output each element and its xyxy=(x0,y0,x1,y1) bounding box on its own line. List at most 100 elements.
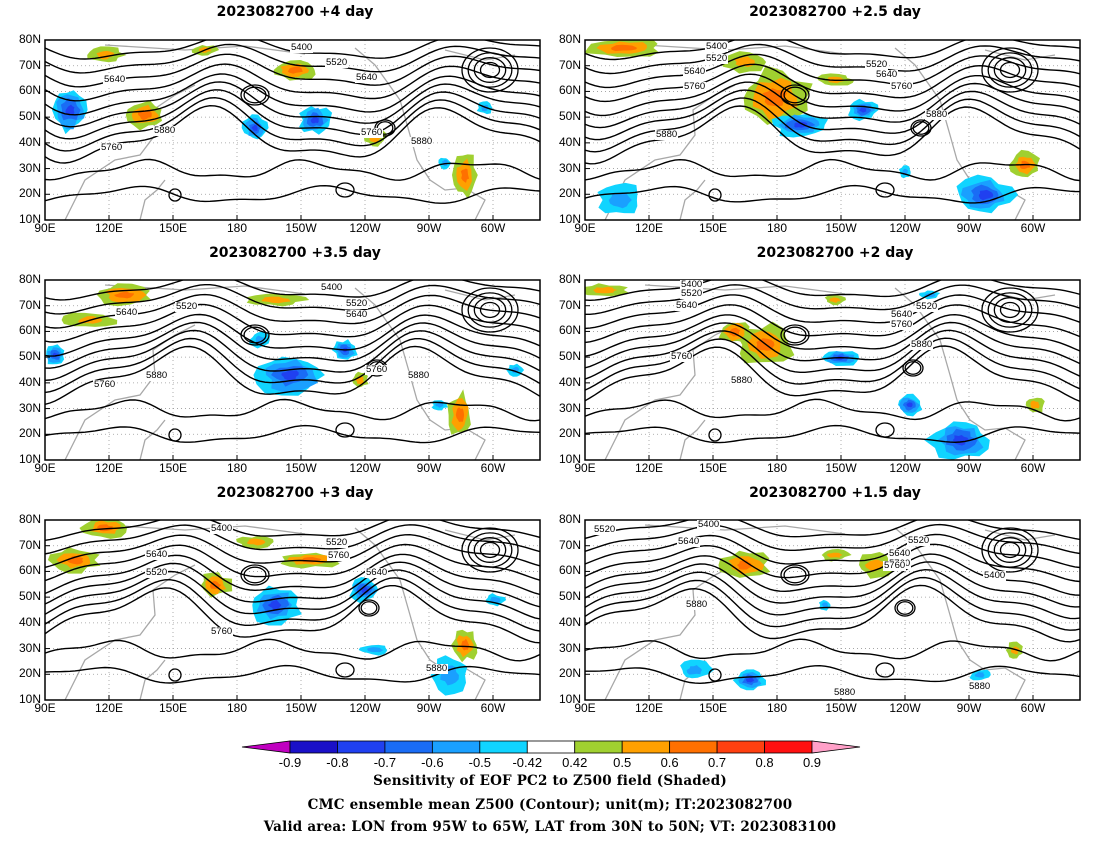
contour-label: 5760 xyxy=(670,351,694,362)
lon-label: 90W xyxy=(416,221,442,235)
lon-label: 180 xyxy=(226,461,248,475)
z500-closed-contour xyxy=(981,527,1039,573)
contour-label: 5640 xyxy=(677,536,701,547)
contour-label: 5880 xyxy=(730,375,754,386)
z500-contour xyxy=(45,520,540,541)
z500-contour xyxy=(45,43,540,74)
lat-label: 60N xyxy=(18,83,41,98)
negative-sensitivity xyxy=(358,644,388,656)
contour-label: 5760 xyxy=(100,142,124,153)
map-content xyxy=(585,520,1080,700)
lon-label: 150W xyxy=(825,221,857,235)
lat-label: 30N xyxy=(18,640,41,655)
z500-closed-contour xyxy=(240,564,270,586)
colorbar-tick-label: -0.6 xyxy=(421,755,444,770)
coastline xyxy=(139,659,166,700)
map-panel-4 xyxy=(584,279,1081,461)
map-content xyxy=(45,40,540,220)
lat-label: 60N xyxy=(558,83,581,98)
lon-label: 180 xyxy=(226,221,248,235)
contour-label: 5640 xyxy=(890,309,914,320)
lat-label: 20N xyxy=(18,426,41,441)
panel-title: 2023082700 +2 day xyxy=(756,245,914,261)
lat-label: 40N xyxy=(558,614,581,629)
z500-closed-contour xyxy=(243,566,267,584)
contour-label: 5520 xyxy=(865,59,889,70)
map-frame xyxy=(44,279,541,461)
z500-contour xyxy=(585,398,1080,422)
z500-contour xyxy=(585,184,1080,204)
z500-closed-contour xyxy=(902,359,924,377)
contour-label: 5760 xyxy=(890,81,914,92)
lon-label: 90W xyxy=(956,701,982,715)
coastline xyxy=(104,284,306,295)
coastline xyxy=(354,527,486,700)
z500-closed-contour xyxy=(912,121,930,135)
lat-label: 30N xyxy=(558,160,581,175)
lon-label: 90E xyxy=(34,461,56,475)
lon-label: 150E xyxy=(158,701,188,715)
lon-label: 120E xyxy=(94,461,124,475)
z500-contour xyxy=(45,96,540,152)
caption-line-3: Valid area: LON from 95W to 65W, LAT fro… xyxy=(263,819,837,835)
lon-label: 120E xyxy=(634,461,664,475)
contour-label: 5640 xyxy=(115,307,139,318)
z500-closed-contour xyxy=(993,537,1027,563)
z500-closed-contour xyxy=(783,326,807,344)
lon-label: 60W xyxy=(1020,461,1046,475)
z500-closed-contour xyxy=(479,61,501,79)
coastline xyxy=(444,529,516,541)
z500-contour xyxy=(45,543,540,582)
positive-sensitivity xyxy=(585,40,659,57)
lon-label: 120W xyxy=(889,701,921,715)
contour-label: 5400 xyxy=(697,519,721,530)
lat-label: 40N xyxy=(18,374,41,389)
z500-closed-contour xyxy=(708,668,722,682)
lat-label: 20N xyxy=(18,666,41,681)
coastline xyxy=(679,179,706,220)
z500-closed-contour xyxy=(708,188,722,202)
negative-sensitivity xyxy=(771,114,829,138)
z500-contour xyxy=(585,40,1080,61)
z500-contour xyxy=(585,561,1080,608)
lat-label: 40N xyxy=(558,134,581,149)
lon-label: 90E xyxy=(574,461,596,475)
contour-label: 5760 xyxy=(93,379,117,390)
panel-title: 2023082700 +1.5 day xyxy=(749,485,921,501)
contour-label: 5640 xyxy=(675,300,699,311)
z500-closed-contour xyxy=(780,564,810,586)
panel-title: 2023082700 +3.5 day xyxy=(209,245,381,261)
z500-contour xyxy=(585,543,1080,583)
panel-title: 2023082700 +2.5 day xyxy=(749,4,921,20)
colorbar-tick-label: -0.7 xyxy=(373,755,397,770)
z500-contour xyxy=(45,81,540,128)
lat-label: 10N xyxy=(18,452,41,466)
negative-sensitivity xyxy=(597,182,638,214)
z500-contour xyxy=(45,321,540,369)
negative-sensitivity xyxy=(253,356,325,396)
lon-label: 150E xyxy=(158,461,188,475)
coastline xyxy=(354,47,486,220)
z500-closed-contour xyxy=(461,287,519,333)
map-frame xyxy=(584,519,1081,701)
z500-closed-contour xyxy=(783,86,807,104)
lat-label: 10N xyxy=(18,692,41,706)
contour-label: 5760 xyxy=(683,81,707,92)
z500-closed-contour xyxy=(999,301,1021,319)
positive-sensitivity xyxy=(585,283,629,297)
z500-contour xyxy=(585,284,1080,315)
negative-sensitivity xyxy=(898,393,923,417)
lon-label: 90W xyxy=(956,221,982,235)
colorbar-tick-label: 0.5 xyxy=(613,755,632,770)
z500-closed-contour xyxy=(240,84,270,106)
negative-sensitivity xyxy=(924,421,990,460)
z500-closed-contour xyxy=(473,297,507,323)
z500-closed-contour xyxy=(479,541,501,559)
z500-contour xyxy=(45,533,540,569)
z500-closed-contour xyxy=(904,361,922,375)
z500-contour xyxy=(45,569,540,620)
lat-label: 70N xyxy=(558,297,581,312)
lon-label: 150W xyxy=(285,221,317,235)
lon-label: 150W xyxy=(825,701,857,715)
contour-label: 5400 xyxy=(705,41,729,52)
